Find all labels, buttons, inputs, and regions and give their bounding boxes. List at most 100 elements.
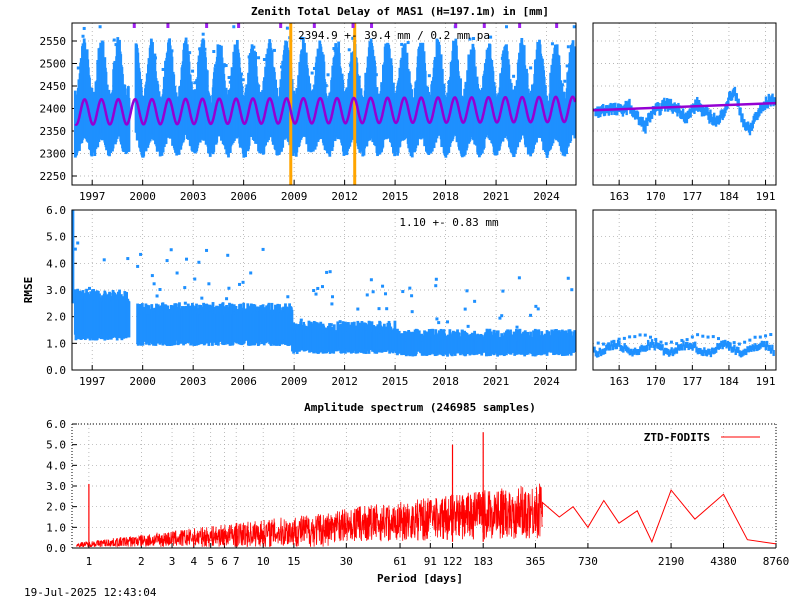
rmse-recent-sample (679, 343, 683, 350)
rmse-outlier-point (466, 324, 470, 328)
y-tick-label: 2.0 (46, 501, 66, 514)
rmse-outlier-point (136, 264, 140, 268)
rmse-recent-sample (658, 343, 662, 350)
top-event-tick (555, 23, 559, 28)
rmse-recent-sample (622, 346, 625, 353)
ztd-outlier-point (374, 73, 378, 77)
rmse-sample-bar (127, 301, 131, 338)
ztd-recent-sample (614, 102, 617, 111)
rmse-recent-sample (639, 346, 642, 353)
rmse-recent-sample (686, 341, 689, 348)
rmse-recent-sample (674, 347, 677, 354)
rmse-recent-sample (626, 346, 629, 353)
ztd-outlier-point (427, 74, 431, 78)
ztd-outlier-point (563, 79, 567, 83)
rmse-initial-spike (71, 210, 75, 304)
rmse-recent-sample (761, 341, 765, 348)
rmse-recent-sample (640, 344, 643, 351)
rmse-recent-peak-point (675, 342, 679, 346)
rmse-recent-sample (767, 344, 770, 351)
rmse-recent-peak-point (643, 333, 647, 337)
rmse-outlier-point (299, 318, 303, 322)
rmse-recent-sample (605, 344, 608, 351)
rmse-recent-sample (758, 343, 761, 350)
rmse-outlier-point (320, 285, 324, 289)
rmse-outlier-point (500, 314, 504, 318)
x-tick-label: 2015 (382, 190, 409, 203)
rmse-recent-sample (708, 348, 711, 355)
rmse-recent-sample (739, 351, 743, 358)
figure-title: Zenith Total Delay of MAS1 (H=197.1m) in… (251, 5, 549, 18)
ztd-recent-sample (706, 107, 709, 116)
rmse-recent-sample (670, 347, 673, 354)
x-tick-label: 191 (756, 190, 776, 203)
rmse-recent-sample (738, 350, 741, 357)
ztd-outlier-point (332, 47, 336, 51)
rmse-recent-sample (721, 343, 724, 350)
rmse-sample-bar (573, 330, 577, 352)
rmse-recent-sample (750, 345, 753, 352)
rmse-recent-sample (722, 340, 726, 347)
rmse-recent-sample (628, 349, 632, 356)
ztd-outlier-point (300, 36, 304, 40)
rmse-recent-sample (692, 342, 696, 349)
rmse-outlier-point (76, 241, 80, 245)
rmse-outlier-point (312, 289, 316, 293)
rmse-outlier-point (325, 270, 329, 274)
rmse-recent-sample (648, 344, 651, 351)
rmse-recent-peak-point (758, 335, 762, 339)
rmse-recent-sample (618, 341, 621, 348)
ztd-outlier-point (566, 45, 570, 49)
ztd-outlier-point (310, 71, 314, 75)
rmse-recent-sample (717, 343, 720, 350)
rmse-recent-peak-point (685, 338, 689, 342)
rmse-sample-bar (416, 329, 419, 351)
rmse-recent-sample (652, 341, 655, 348)
rmse-recent-sample (636, 349, 639, 356)
rmse-outlier-point (371, 290, 375, 294)
ztd-recent-sample (718, 114, 722, 123)
rmse-recent-sample (699, 348, 702, 355)
ztd-outlier-point (472, 37, 476, 41)
rmse-recent-peak-point (638, 333, 642, 337)
ztd-outlier-point (565, 64, 569, 68)
rmse-recent-peak-point (680, 338, 684, 342)
x-tick-label: 1 (86, 555, 93, 568)
rmse-outlier-point (330, 302, 334, 306)
y-tick-label: 3.0 (46, 284, 66, 297)
rmse-outlier-point (249, 271, 253, 275)
top-event-tick (454, 23, 458, 28)
rmse-recent-sample (764, 344, 768, 351)
rmse-recent-sample (729, 342, 732, 349)
rmse-outlier-point (329, 323, 333, 327)
rmse-recent-peak-point (743, 340, 747, 344)
rmse-recent-sample (616, 339, 620, 346)
rmse-recent-peak-point (696, 333, 700, 337)
rmse-outlier-point (150, 274, 154, 278)
rmse-recent-sample (602, 348, 605, 355)
rmse-recent-sample (720, 340, 723, 347)
y-tick-label: 2450 (40, 80, 67, 93)
rmse-outlier-point (183, 301, 187, 305)
x-tick-label: 2009 (281, 190, 308, 203)
rmse-outlier-point (465, 289, 469, 293)
rmse-recent-sample (690, 343, 693, 350)
rmse-recent-peak-point (737, 342, 741, 346)
rmse-recent-sample (635, 349, 638, 356)
x-tick-label: 4 (191, 555, 198, 568)
rmse-recent-peak-point (753, 335, 757, 339)
ztd-outlier-point (257, 56, 261, 60)
ztd-outlier-point (81, 34, 85, 38)
x-tick-label: 2003 (180, 190, 207, 203)
rmse-recent-sample (682, 340, 685, 347)
rmse-recent-sample (759, 342, 762, 349)
event-marker-line (289, 23, 293, 185)
rmse-recent-sample (612, 341, 616, 348)
rmse-recent-sample (688, 342, 692, 349)
ztd-recent-sample (708, 115, 711, 124)
rmse-outlier-point (529, 313, 533, 317)
ztd-recent-sample (676, 108, 679, 117)
y-tick-label: 5.0 (46, 231, 66, 244)
y-tick-label: 3.0 (46, 480, 66, 493)
